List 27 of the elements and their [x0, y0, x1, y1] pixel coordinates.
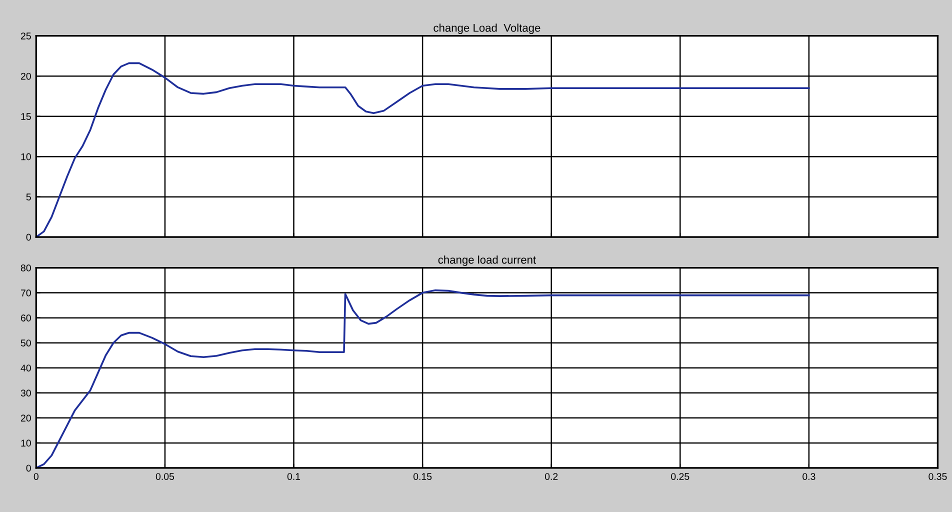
x-tick-label: 0.15 [413, 473, 432, 480]
y-tick-label: 10 [21, 153, 31, 160]
y-tick-label: 20 [20, 414, 31, 422]
y-tick-label: 20 [20, 72, 31, 80]
line-series [36, 289, 810, 468]
y-tick-label: 5 [26, 194, 31, 200]
y-tick-label: 60 [20, 314, 31, 322]
x-tick-label: 0 [34, 473, 38, 480]
y-tick-label: 0 [26, 464, 31, 472]
chart-title: change Load Voltage [434, 24, 540, 34]
x-tick-label: 0.1 [287, 473, 300, 480]
y-tick-label: 15 [21, 113, 31, 120]
x-tick-label: 0.05 [156, 473, 174, 480]
y-tick-label: 50 [20, 340, 31, 346]
x-tick-label: 0.3 [802, 473, 816, 480]
y-tick-label: 30 [20, 390, 31, 397]
y-tick-label: 40 [20, 364, 31, 372]
x-tick-label: 0.35 [928, 473, 947, 480]
y-tick-label: 80 [20, 264, 31, 272]
x-tick-label: 0.2 [544, 473, 558, 480]
y-tick-label: 10 [21, 440, 31, 447]
chart-title: change load current [438, 256, 536, 266]
y-tick-label: 70 [21, 290, 31, 296]
y-tick-label: 0 [26, 234, 31, 241]
line-series [36, 62, 810, 238]
y-tick-label: 25 [20, 32, 31, 40]
x-tick-label: 0.25 [671, 473, 690, 480]
